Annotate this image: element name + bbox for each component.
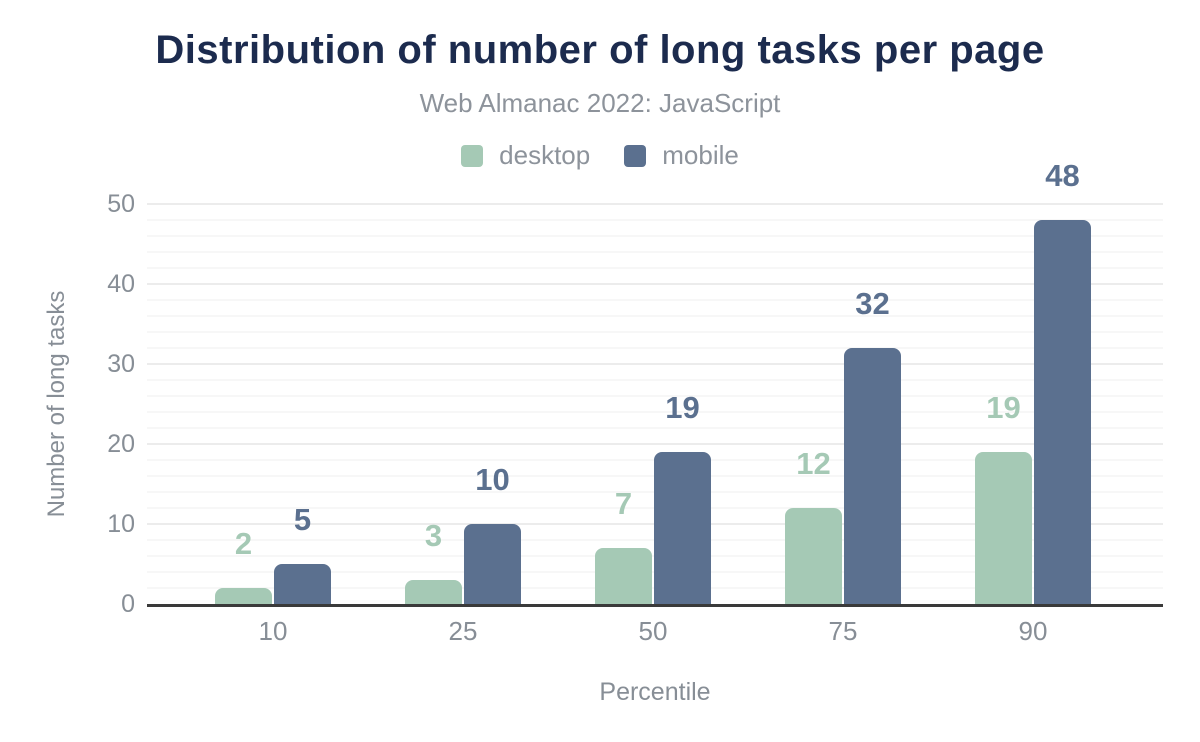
minor-gridline-42 [147,267,1163,269]
minor-gridline-26 [147,395,1163,397]
major-gridline-50 [147,203,1163,205]
y-tick-label-20: 20 [107,430,135,458]
bar-mobile-p50 [654,452,711,604]
bar-label-desktop-p50: 7 [614,486,633,521]
x-tick-label-25: 25 [448,616,478,646]
bar-mobile-p75 [844,348,901,604]
legend-swatch-desktop [461,144,484,167]
x-tick-label-90: 90 [1018,616,1048,646]
bar-label-mobile-p90: 48 [1045,158,1080,193]
legend-swatch-mobile [624,144,647,167]
bar-mobile-p10 [274,564,331,604]
bar-label-mobile-p25: 10 [475,462,510,497]
major-gridline-20 [147,443,1163,445]
bar-label-desktop-p90: 19 [986,390,1021,425]
minor-gridline-34 [147,331,1163,333]
legend-label-mobile: mobile [662,140,739,170]
minor-gridline-24 [147,411,1163,413]
bar-desktop-p75 [785,508,842,604]
y-axis-title: Number of long tasks [43,290,70,518]
x-axis-title: Percentile [599,678,711,706]
x-axis-line [147,604,1163,607]
minor-gridline-28 [147,379,1163,381]
bar-label-desktop-p25: 3 [424,518,443,553]
chart-title: Distribution of number of long tasks per… [155,28,1045,72]
bar-label-mobile-p75: 32 [855,286,890,321]
legend-item-desktop: desktop [461,140,590,171]
x-tick-label-50: 50 [638,616,668,646]
y-tick-label-0: 0 [121,590,135,618]
minor-gridline-46 [147,235,1163,237]
major-gridline-30 [147,363,1163,365]
y-tick-label-40: 40 [107,270,135,298]
bar-label-desktop-p10: 2 [234,526,253,561]
minor-gridline-32 [147,347,1163,349]
bar-label-mobile-p50: 19 [665,390,700,425]
major-gridline-40 [147,283,1163,285]
bar-label-desktop-p75: 12 [796,446,831,481]
minor-gridline-22 [147,427,1163,429]
legend-label-desktop: desktop [499,140,591,170]
y-tick-label-50: 50 [107,190,135,218]
legend: desktop mobile [0,140,1200,171]
y-tick-label-10: 10 [107,510,135,538]
minor-gridline-38 [147,299,1163,301]
y-tick-label-30: 30 [107,350,135,378]
minor-gridline-44 [147,251,1163,253]
bar-mobile-p90 [1034,220,1091,604]
x-tick-label-75: 75 [828,616,858,646]
minor-gridline-36 [147,315,1163,317]
bar-desktop-p25 [405,580,462,604]
bar-mobile-p25 [464,524,521,604]
bar-desktop-p50 [595,548,652,604]
chart-subtitle: Web Almanac 2022: JavaScript [419,88,781,118]
legend-item-mobile: mobile [624,140,739,171]
plot-area: 2 5 3 10 7 19 12 32 19 48 [147,158,1163,607]
minor-gridline-48 [147,219,1163,221]
x-tick-label-10: 10 [258,616,288,646]
bar-desktop-p90 [975,452,1032,604]
bar-label-mobile-p10: 5 [293,502,312,537]
bar-desktop-p10 [215,588,272,604]
